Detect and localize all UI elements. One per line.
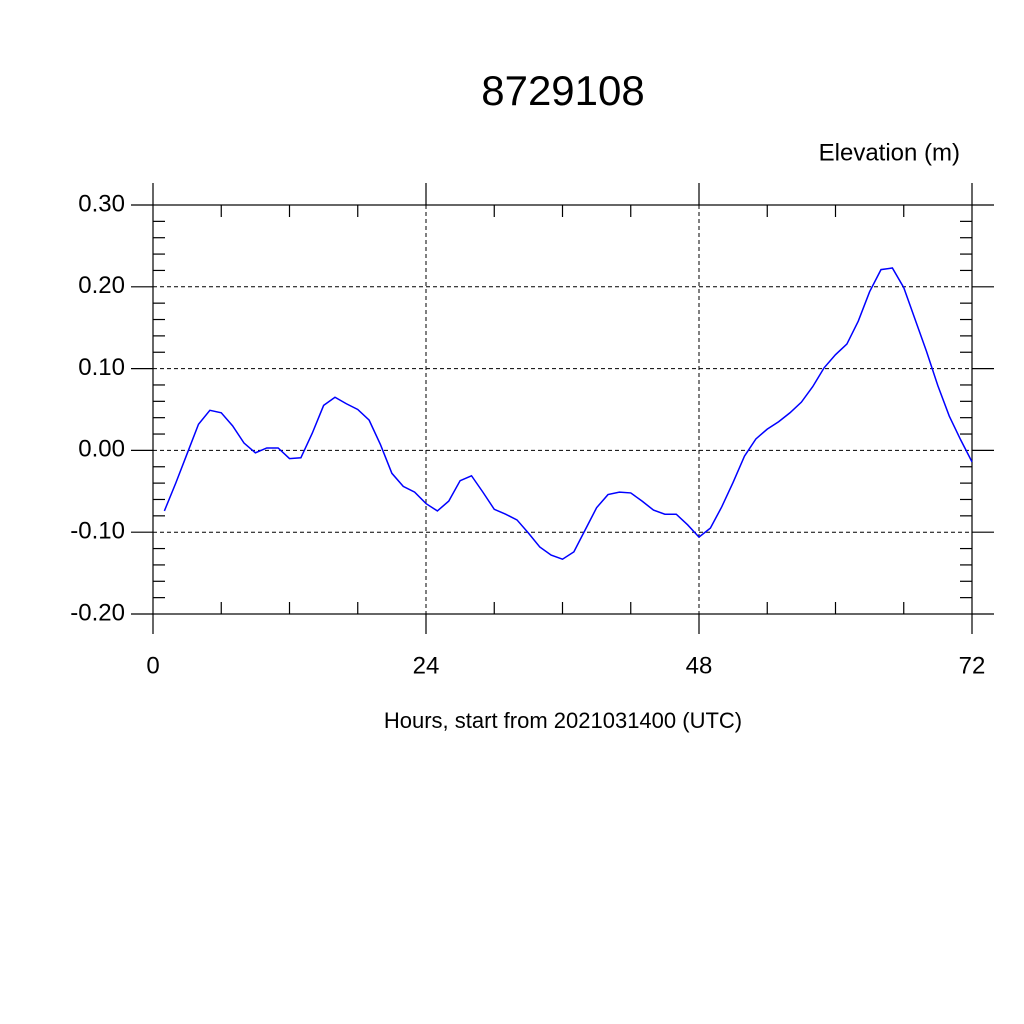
- plot-frame: [152, 204, 973, 615]
- y-tick-label: -0.10: [70, 518, 125, 545]
- x-tick-label: 24: [413, 652, 440, 679]
- x-tick-label: 0: [146, 652, 159, 679]
- x-tick-label: 72: [959, 652, 986, 679]
- y-tick-label: 0.20: [78, 272, 125, 299]
- x-tick-label: 48: [686, 652, 713, 679]
- x-axis-label: Hours, start from 2021031400 (UTC): [384, 708, 742, 733]
- chart-title: 8729108: [481, 67, 645, 114]
- y-tick-label: 0.10: [78, 354, 125, 381]
- y-tick-label: -0.20: [70, 599, 125, 626]
- y-tick-label: 0.00: [78, 436, 125, 463]
- y-axis-label: Elevation (m): [819, 139, 960, 166]
- line-series: [163, 267, 973, 561]
- y-tick-label: 0.30: [78, 190, 125, 217]
